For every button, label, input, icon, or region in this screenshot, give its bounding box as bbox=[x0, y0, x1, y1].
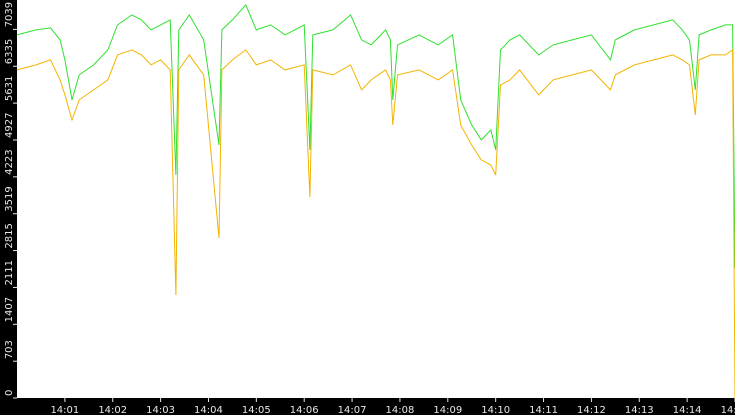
x-tick-label: 14:14 bbox=[673, 405, 702, 415]
series-line bbox=[16, 3, 735, 269]
y-tick-label: 3519 bbox=[4, 186, 15, 211]
x-tick-label: 14:02 bbox=[98, 405, 127, 415]
series-line bbox=[16, 48, 735, 399]
y-tick-label: 703 bbox=[4, 340, 15, 359]
x-tick-label: 14:06 bbox=[290, 405, 319, 415]
x-tick-label: 14:08 bbox=[386, 405, 415, 415]
y-tick-label: 4223 bbox=[4, 149, 15, 174]
y-tick-label: 7039 bbox=[4, 2, 15, 27]
y-tick-label: 0 bbox=[4, 390, 15, 396]
x-tick-label: 14:15 bbox=[721, 405, 735, 415]
x-tick-label: 14:12 bbox=[577, 405, 606, 415]
y-tick-label: 6335 bbox=[4, 39, 15, 64]
y-tick-label: 5631 bbox=[4, 76, 15, 101]
y-tick-label: 4927 bbox=[4, 113, 15, 138]
x-tick-label: 14:13 bbox=[625, 405, 654, 415]
x-tick-label: 14:11 bbox=[529, 405, 558, 415]
x-tick-label: 14:09 bbox=[433, 405, 462, 415]
plot: 0 703 1407 2111 2815 3519 4223 4927 5631 6335 7039… bbox=[4, 2, 735, 415]
x-tick-label: 14:01 bbox=[50, 405, 79, 415]
x-tick-label: 14:03 bbox=[146, 405, 175, 415]
x-tick-label: 14:07 bbox=[338, 405, 367, 415]
y-axis-strip bbox=[0, 0, 17, 415]
x-tick-label: 14:10 bbox=[481, 405, 510, 415]
y-tick-label: 1407 bbox=[4, 297, 15, 322]
x-tick-label: 14:05 bbox=[242, 405, 271, 415]
y-tick-label: 2111 bbox=[4, 260, 15, 285]
y-tick-label: 2815 bbox=[4, 223, 15, 248]
x-axis-strip bbox=[0, 398, 735, 415]
x-tick-label: 14:04 bbox=[194, 405, 223, 415]
